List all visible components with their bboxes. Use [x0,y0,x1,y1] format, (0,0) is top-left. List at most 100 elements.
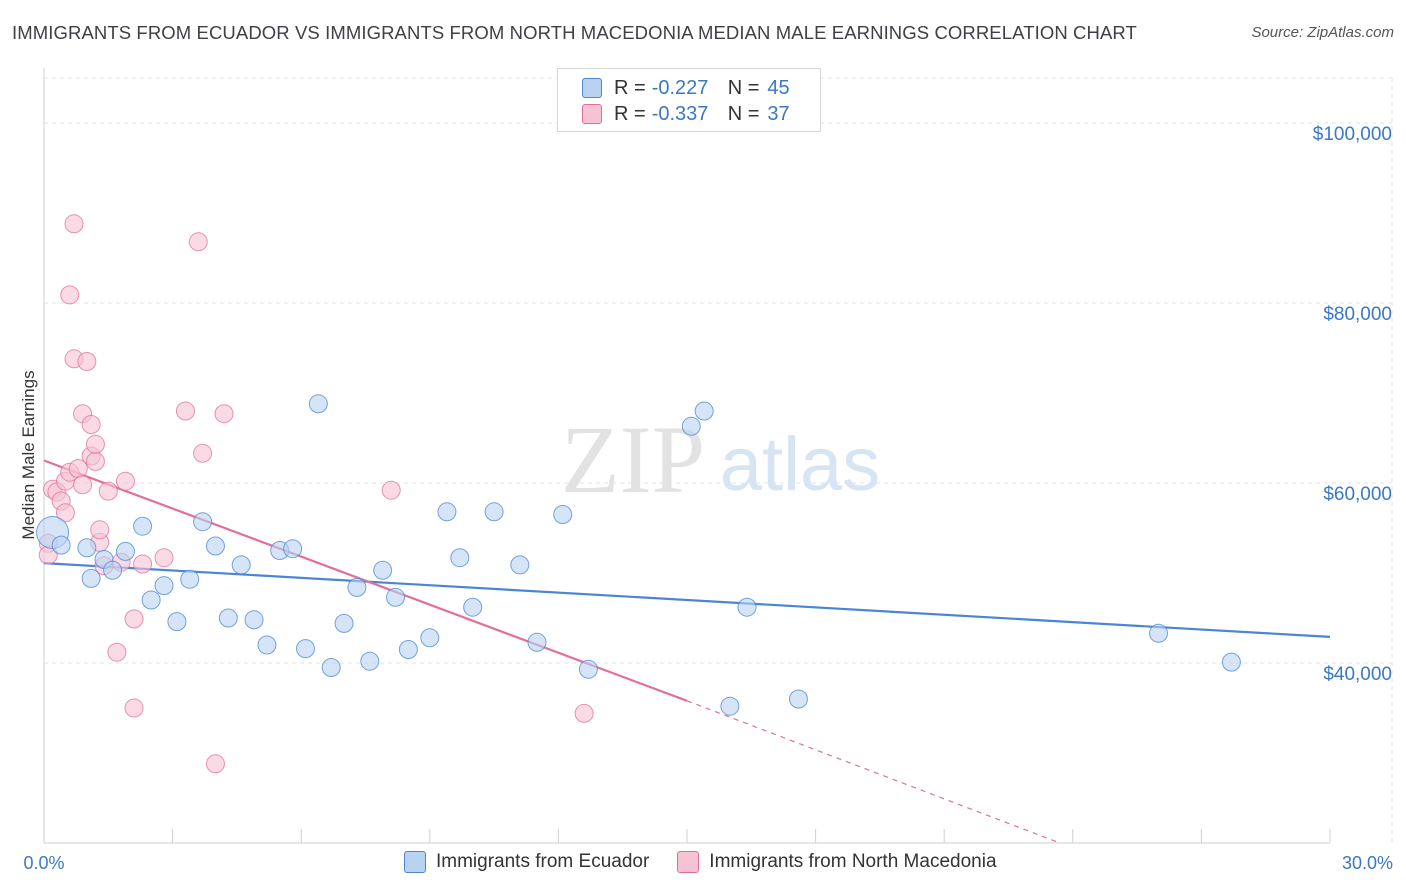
data-point-series-0 [231,555,251,575]
trend-line-series-0 [43,562,1331,638]
data-point-series-0 [437,502,457,522]
data-point-series-0 [133,516,153,536]
data-point-series-1 [107,642,127,662]
data-point-series-0 [720,696,740,716]
data-point-series-0 [180,569,200,589]
data-point-series-1 [175,401,195,421]
data-point-series-0 [463,597,483,617]
data-point-series-0 [347,577,367,597]
data-point-series-1 [193,443,213,463]
data-point-series-0 [141,590,161,610]
series-swatch-ecuador [404,851,426,873]
data-point-series-0 [694,401,714,421]
y-tick-label: $40,000 [1323,664,1392,685]
data-point-series-1 [154,548,174,568]
axis-labels: $40,000 $60,000 $80,000 $100,000 0.0% 30.0% Me… [19,124,1393,873]
data-point-series-0 [115,541,135,561]
data-point-series-1 [64,214,84,234]
y-tick-label: $80,000 [1323,304,1392,325]
data-point-series-0 [510,555,530,575]
data-point-series-1 [124,698,144,718]
y-axis-title: Median Male Earnings [19,370,38,539]
series-label-ecuador: Immigrants from Ecuador [436,851,650,872]
data-point-series-1 [133,554,153,574]
data-point-series-0 [77,538,97,558]
series-legend-item-ecuador[interactable]: Immigrants from Ecuador [404,851,649,873]
legend-n-value-north-macedonia: 37 [767,102,790,125]
data-point-series-0 [360,651,380,671]
legend-r-label: R = [614,76,646,99]
data-point-series-0 [1221,652,1241,672]
data-point-series-0 [257,635,277,655]
data-point-series-1 [214,404,234,424]
data-point-series-0 [103,560,123,580]
y-tick-label: $60,000 [1323,484,1392,505]
axes [43,68,1331,844]
data-point-series-0 [553,505,573,524]
data-point-series-1 [55,503,75,523]
data-point-series-1 [115,471,135,491]
x-tick-label-min: 0.0% [23,853,64,873]
data-point-series-0 [386,587,406,607]
y-tick-label: $100,000 [1313,124,1392,145]
trend-lines [43,459,1331,844]
legend-row-north-macedonia: R = -0.337 N = 37 [582,102,790,126]
data-point-series-0 [420,628,440,648]
data-point-series-1 [81,415,101,434]
data-point-series-0 [81,568,101,588]
data-point-series-0 [788,689,808,709]
source-credit: Source: ZipAtlas.com [1251,24,1394,41]
data-point-series-0 [398,640,418,659]
data-point-series-1 [60,285,80,305]
data-point-series-0 [51,535,71,555]
data-point-series-1 [124,609,144,629]
legend-swatch-ecuador [582,78,602,98]
series-label-north-macedonia: Immigrants from North Macedonia [709,851,997,872]
series-legend-item-north-macedonia[interactable]: Immigrants from North Macedonia [677,851,997,873]
data-points [36,214,1241,774]
series-legend: Immigrants from Ecuador Immigrants from … [404,851,1025,873]
watermark-zip: ZIP [561,406,705,513]
data-point-series-1 [381,480,401,500]
data-point-series-0 [321,658,341,677]
chart-title: IMMIGRANTS FROM ECUADOR VS IMMIGRANTS FR… [12,22,1137,43]
data-point-series-0 [450,548,470,568]
data-point-series-1 [73,475,93,495]
legend-n-label: N = [727,76,760,99]
legend-r-label: R = [614,102,646,125]
data-point-series-0 [1149,623,1169,643]
data-point-series-0 [527,632,547,652]
data-point-series-1 [205,754,225,774]
data-point-series-1 [98,481,118,501]
data-point-series-1 [188,232,208,252]
trend-line-extension-series-1 [686,700,1061,844]
legend-r-value-ecuador: -0.227 [651,76,709,99]
data-point-series-0 [218,608,238,628]
data-point-series-0 [193,512,213,532]
data-point-series-0 [167,612,187,632]
data-point-series-0 [737,597,757,617]
data-point-series-1 [77,352,97,371]
data-point-series-0 [334,613,354,633]
data-point-series-0 [205,536,225,556]
data-point-series-0 [295,639,315,659]
data-point-series-1 [574,703,594,723]
watermark: ZIP atlas [561,406,880,513]
data-point-series-1 [85,434,105,454]
legend-row-ecuador: R = -0.227 N = 45 [582,76,790,100]
legend-r-value-north-macedonia: -0.337 [651,102,709,125]
legend-swatch-north-macedonia [582,104,602,124]
legend-n-label: N = [727,102,760,125]
data-point-series-0 [308,394,328,414]
series-swatch-north-macedonia [677,851,700,873]
data-point-series-0 [373,560,393,580]
correlation-legend: R = -0.227 N = 45 R = -0.337 N = 37 [557,68,821,132]
trend-line-series-1 [43,459,688,702]
watermark-atlas: atlas [720,422,881,507]
data-point-series-1 [85,451,105,471]
data-point-series-0 [154,576,174,596]
data-point-series-0 [681,416,701,436]
data-point-series-1 [90,520,110,540]
data-point-series-0 [244,610,264,630]
